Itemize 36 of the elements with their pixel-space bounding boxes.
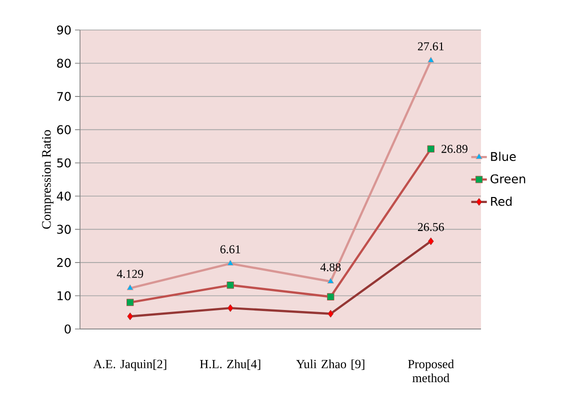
y-tick-label: 20 [57, 258, 71, 268]
y-tick-label: 70 [57, 92, 71, 101]
point [126, 298, 134, 306]
legend-label: Green [490, 174, 526, 184]
legend-label: Blue [491, 152, 516, 162]
point [326, 293, 334, 300]
annotation: 26.89 [442, 144, 468, 153]
legend-label: Red [491, 196, 512, 206]
annotation: 27.61 [418, 42, 444, 50]
x-tick-label: Yuli Zhao [9] [296, 360, 364, 370]
y-tick-label: 60 [57, 125, 71, 134]
point [427, 145, 435, 153]
point [126, 284, 134, 290]
y-tick-label: 50 [57, 158, 71, 168]
x-tick-label: Proposed method [408, 360, 454, 382]
x-tick-label: A.E. Jaquin[2] [93, 360, 166, 371]
y-tick-label: 0 [64, 324, 71, 334]
point [327, 278, 334, 284]
y-tick-label: 80 [57, 58, 71, 68]
y-tick-label: 90 [57, 25, 71, 35]
annotation: 4.129 [116, 270, 144, 278]
point [226, 282, 234, 289]
point [428, 237, 434, 246]
annotation: 26.56 [418, 223, 444, 232]
point [127, 312, 134, 320]
annotation: 6.61 [220, 245, 240, 254]
y-axis-title: Compression Ratio [42, 130, 54, 229]
x-tick-label: H.L. Zhu[4] [200, 360, 260, 370]
y-tick-label: 10 [58, 291, 71, 300]
point [328, 310, 334, 318]
y-tick-label: 40 [56, 192, 71, 201]
y-tick-label: 30 [57, 224, 71, 234]
point [428, 56, 434, 63]
annotation: 4.88 [320, 263, 341, 272]
point [227, 260, 234, 266]
point [227, 304, 234, 312]
